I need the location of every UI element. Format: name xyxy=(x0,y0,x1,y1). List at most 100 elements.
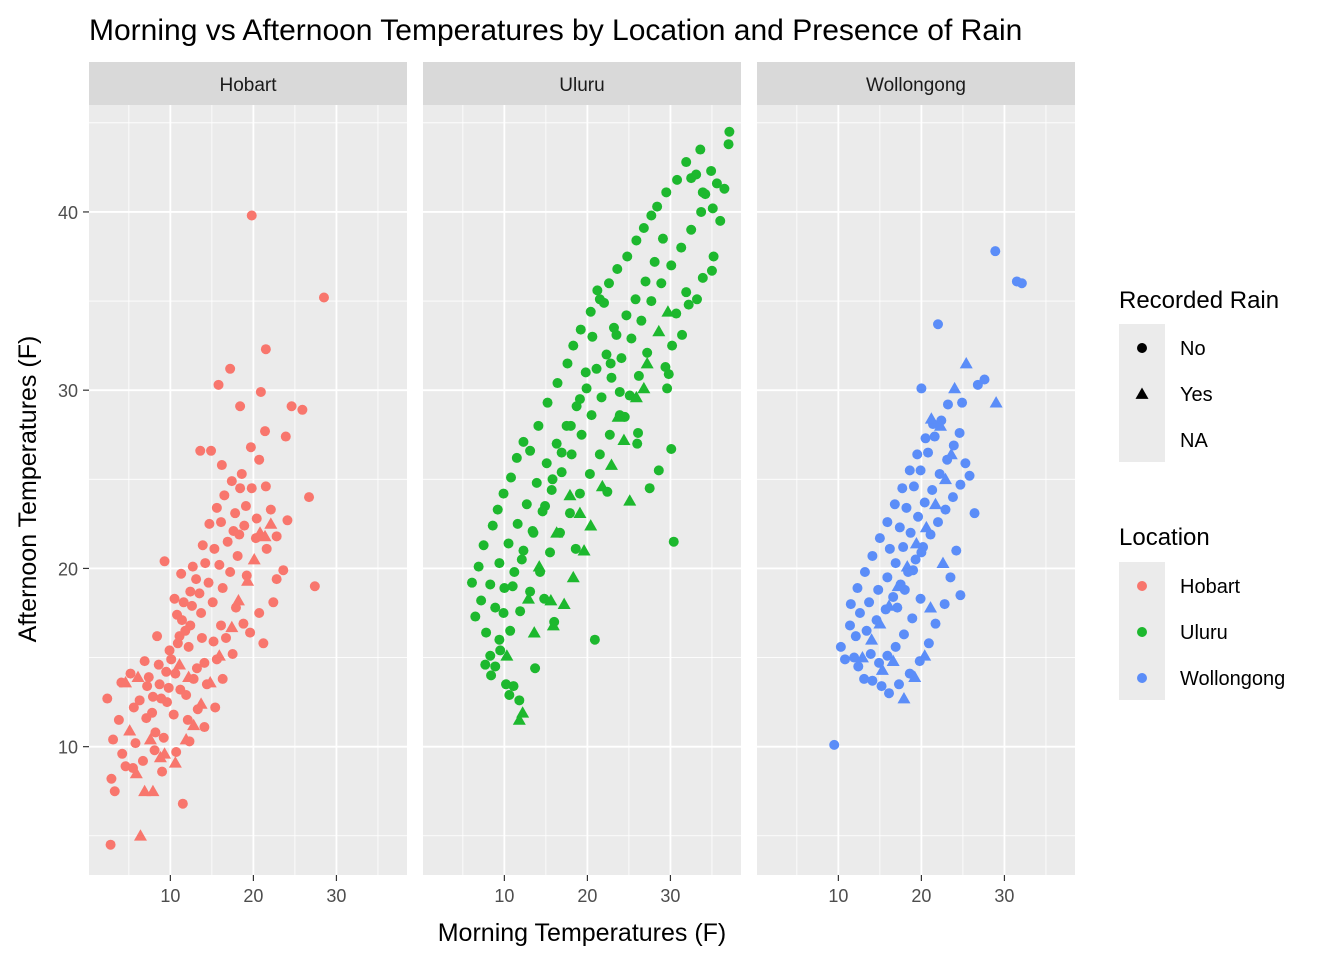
data-point-no-rain xyxy=(570,543,581,554)
data-point-no-rain xyxy=(260,344,271,355)
data-point-no-rain xyxy=(576,429,587,440)
data-point-no-rain xyxy=(260,426,271,437)
data-point-no-rain xyxy=(130,738,141,749)
legend-key-color-wollongong xyxy=(1137,673,1147,683)
data-point-no-rain xyxy=(929,431,940,442)
data-point-no-rain xyxy=(951,545,962,556)
data-point-no-rain xyxy=(616,353,627,364)
data-point-no-rain xyxy=(621,310,632,321)
data-point-no-rain xyxy=(180,625,191,636)
data-point-no-rain xyxy=(134,695,145,706)
data-point-no-rain xyxy=(143,672,154,683)
data-point-no-rain xyxy=(199,657,210,668)
data-point-no-rain xyxy=(147,691,158,702)
x-tick-label: 10 xyxy=(828,886,848,906)
data-point-rain xyxy=(143,733,157,745)
data-point-no-rain xyxy=(216,517,227,528)
data-point-no-rain xyxy=(920,433,931,444)
x-tick-label: 20 xyxy=(911,886,931,906)
data-point-no-rain xyxy=(106,773,117,784)
data-point-no-rain xyxy=(890,641,901,652)
data-point-rain xyxy=(173,658,187,670)
data-point-no-rain xyxy=(494,634,505,645)
data-point-no-rain xyxy=(168,709,179,720)
data-point-no-rain xyxy=(470,611,481,622)
data-point-no-rain xyxy=(594,294,605,305)
data-point-no-rain xyxy=(979,374,990,385)
data-point-no-rain xyxy=(556,447,567,458)
data-point-rain xyxy=(873,617,887,629)
facet-panel-wollongong: Wollongong 10 20 30 xyxy=(757,62,1075,906)
data-point-rain xyxy=(936,556,950,568)
data-point-rain xyxy=(187,718,201,731)
data-point-no-rain xyxy=(888,591,899,602)
data-point-no-rain xyxy=(948,440,959,451)
data-point-rain xyxy=(194,697,208,709)
data-point-no-rain xyxy=(596,392,607,403)
data-point-no-rain xyxy=(882,650,893,661)
data-point-no-rain xyxy=(113,714,124,725)
data-point-no-rain xyxy=(516,554,527,565)
data-point-no-rain xyxy=(657,233,668,244)
data-point-no-rain xyxy=(893,679,904,690)
data-point-rain xyxy=(617,433,631,445)
data-point-no-rain xyxy=(490,661,501,672)
data-point-no-rain xyxy=(207,597,218,608)
data-point-rain xyxy=(573,506,587,519)
data-point-no-rain xyxy=(829,739,840,750)
data-point-no-rain xyxy=(908,481,919,492)
data-point-no-rain xyxy=(904,465,915,476)
data-point-no-rain xyxy=(495,645,506,656)
data-point-no-rain xyxy=(882,572,893,583)
data-point-no-rain xyxy=(633,370,644,381)
legend-key-triangle xyxy=(1135,387,1149,399)
data-point-no-rain xyxy=(915,465,926,476)
data-point-no-rain xyxy=(501,679,512,690)
data-point-no-rain xyxy=(128,702,139,713)
data-point-no-rain xyxy=(990,246,1001,257)
data-point-no-rain xyxy=(867,675,878,686)
data-point-no-rain xyxy=(216,460,227,471)
data-point-rain xyxy=(855,651,869,663)
data-point-no-rain xyxy=(125,668,136,679)
data-point-rain xyxy=(566,570,580,583)
data-point-no-rain xyxy=(653,465,664,476)
data-point-no-rain xyxy=(217,583,228,594)
data-point-rain xyxy=(521,592,535,604)
data-point-no-rain xyxy=(137,755,148,766)
data-point-no-rain xyxy=(525,586,536,597)
data-point-rain xyxy=(527,626,541,638)
data-point-no-rain xyxy=(695,144,706,155)
data-point-rain xyxy=(146,784,160,797)
data-point-rain xyxy=(550,526,564,538)
data-point-no-rain xyxy=(480,659,491,670)
data-point-rain xyxy=(948,381,962,394)
data-point-rain xyxy=(918,649,932,661)
data-point-rain xyxy=(604,458,618,470)
data-point-rain xyxy=(544,594,558,606)
data-point-no-rain xyxy=(923,447,934,458)
data-point-no-rain xyxy=(707,203,718,214)
data-point-no-rain xyxy=(531,477,542,488)
data-point-no-rain xyxy=(915,593,926,604)
data-point-rain xyxy=(119,676,133,688)
data-point-no-rain xyxy=(605,358,616,369)
data-point-no-rain xyxy=(486,670,497,681)
y-axis-label: Afternoon Temperatures (F) xyxy=(14,336,42,643)
data-point-no-rain xyxy=(923,638,934,649)
data-point-no-rain xyxy=(700,189,711,200)
data-point-no-rain xyxy=(865,648,876,659)
data-point-no-rain xyxy=(240,501,251,512)
data-point-no-rain xyxy=(139,656,150,667)
data-point-no-rain xyxy=(640,276,651,287)
data-point-no-rain xyxy=(916,383,927,394)
data-point-no-rain xyxy=(850,631,861,642)
data-point-no-rain xyxy=(719,183,730,194)
data-point-no-rain xyxy=(612,263,623,274)
facet-strip-label: Wollongong xyxy=(866,75,966,96)
data-point-no-rain xyxy=(854,607,865,618)
data-point-no-rain xyxy=(873,584,884,595)
data-point-no-rain xyxy=(195,445,206,456)
data-point-no-rain xyxy=(222,536,233,547)
